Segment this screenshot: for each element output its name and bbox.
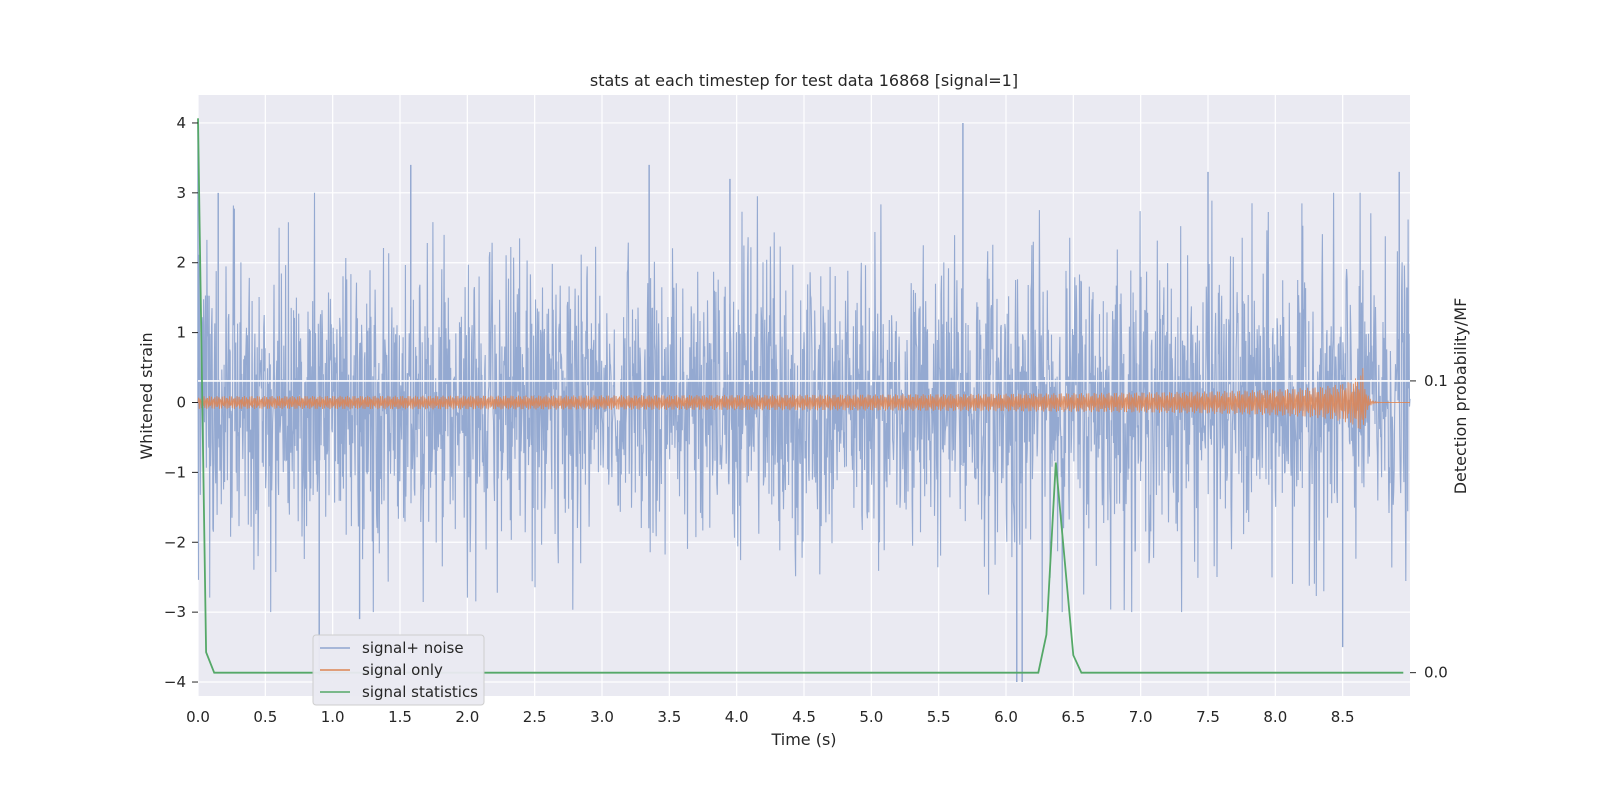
y-axis-title: Whitened strain <box>137 332 156 459</box>
y-tick-label: −2 <box>164 533 186 551</box>
y-tick-label: 2 <box>176 254 186 272</box>
x-tick-label: 8.0 <box>1263 708 1287 726</box>
y-tick-label: −4 <box>164 673 186 691</box>
series-signal-only-line <box>197 368 1410 430</box>
legend-label-signal-noise: signal+ noise <box>362 639 464 657</box>
x-tick-label: 2.0 <box>455 708 479 726</box>
y2-tick-label: 0.0 <box>1424 664 1448 682</box>
x-tick-label: 8.5 <box>1331 708 1355 726</box>
series-signal-noise-line <box>197 192 1411 613</box>
x-tick-label: 1.0 <box>321 708 345 726</box>
x-tick-label: 3.5 <box>657 708 681 726</box>
y-tick-label: 1 <box>176 324 186 342</box>
x-tick-label: 5.0 <box>859 708 883 726</box>
x-tick-label: 2.5 <box>523 708 547 726</box>
y-tick-label: 0 <box>176 393 186 411</box>
legend-label-signal-statistics: signal statistics <box>362 683 478 701</box>
x-tick-label: 3.0 <box>590 708 614 726</box>
tick-layer: 0.0 0.5 1.0 1.5 2.0 2.5 3.0 3.5 4.0 4.5 5.0 5.5 6.0 6… <box>164 114 1448 726</box>
legend: signal+ noise signal only signal statist… <box>312 634 485 706</box>
x-tick-label: 5.5 <box>927 708 951 726</box>
y-tick-label: −3 <box>164 603 186 621</box>
x-tick-label: 0.5 <box>253 708 277 726</box>
y-tick-label: −1 <box>164 463 186 481</box>
series-signal-statistics-line <box>197 118 1404 674</box>
x-tick-label: 0.0 <box>186 708 210 726</box>
x-tick-label: 6.5 <box>1061 708 1085 726</box>
chart-title: stats at each timestep for test data 168… <box>590 71 1018 90</box>
series-layer <box>197 118 1411 683</box>
x-tick-label: 1.5 <box>388 708 412 726</box>
x-tick-label: 7.5 <box>1196 708 1220 726</box>
legend-label-signal-only: signal only <box>362 661 443 679</box>
x-axis-title: Time (s) <box>770 730 836 749</box>
y2-axis-title: Detection probability/MF <box>1451 298 1470 495</box>
legend-box <box>312 634 485 706</box>
x-tick-label: 7.0 <box>1129 708 1153 726</box>
x-tick-label: 6.0 <box>994 708 1018 726</box>
y-tick-label: 4 <box>176 114 186 132</box>
x-tick-label: 4.0 <box>725 708 749 726</box>
x-tick-label: 4.5 <box>792 708 816 726</box>
y2-tick-label: 0.1 <box>1424 372 1448 390</box>
y-tick-label: 3 <box>176 184 186 202</box>
